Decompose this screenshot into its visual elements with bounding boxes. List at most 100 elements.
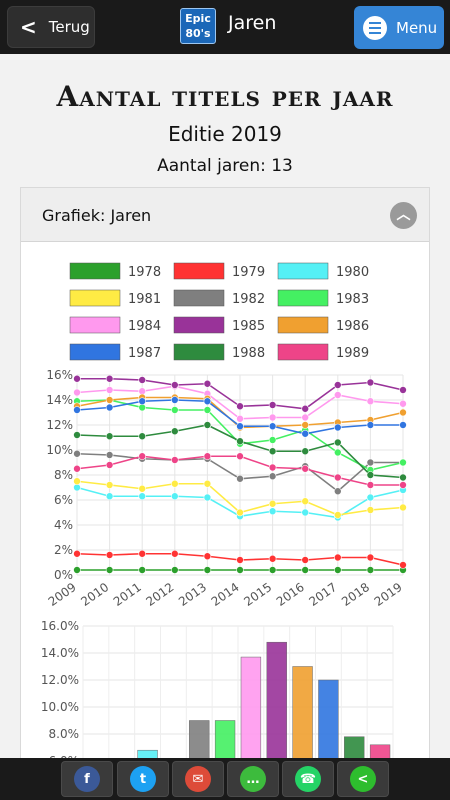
bar-1987 — [318, 679, 339, 767]
legend-label-1980: 1980 — [336, 265, 369, 280]
chevron-up-icon[interactable]: ︿ — [390, 202, 417, 229]
legend-label-1988: 1988 — [232, 346, 265, 361]
legend-swatch-1986 — [277, 316, 329, 334]
line-ytick-label: 16% — [46, 368, 73, 382]
line-point-1978 — [301, 566, 310, 574]
share-twitter-button[interactable]: t — [117, 761, 169, 797]
legend-swatch-1987 — [69, 343, 121, 361]
line-point-1989 — [236, 452, 244, 461]
line-point-1984 — [399, 399, 407, 408]
legend-label-1989: 1989 — [336, 346, 369, 361]
line-ytick-label: 12% — [46, 418, 73, 432]
line-point-1985 — [203, 379, 212, 388]
line-point-1985 — [268, 401, 277, 409]
share-email-button[interactable]: ✉ — [172, 761, 224, 797]
line-point-1986 — [301, 421, 310, 429]
line-point-1981 — [138, 484, 146, 493]
line-point-1979 — [399, 561, 407, 569]
line-point-1988 — [301, 447, 310, 456]
line-point-1982 — [105, 451, 114, 459]
line-point-1985 — [105, 374, 114, 383]
share-share-button[interactable]: < — [337, 761, 389, 797]
sms-icon: … — [240, 766, 266, 792]
line-point-1982 — [268, 472, 277, 481]
line-point-1981 — [73, 477, 81, 486]
line-point-1987 — [366, 421, 375, 429]
line-ytick-label: 8% — [54, 468, 73, 482]
bar-1984 — [240, 656, 262, 767]
line-point-1978 — [333, 566, 342, 574]
legend-swatch-1980 — [277, 262, 329, 280]
line-point-1983 — [203, 406, 212, 414]
line-ytick-label: 0% — [54, 568, 73, 582]
line-point-1987 — [73, 406, 81, 414]
bar-1986 — [292, 666, 313, 767]
line-point-1987 — [399, 421, 407, 429]
line-point-1988 — [73, 431, 81, 439]
line-xtick-label: 2014 — [209, 580, 242, 609]
share-bar: f t ✉ … ☎ < — [0, 758, 450, 800]
back-button[interactable]: < Terug — [7, 6, 95, 48]
line-point-1981 — [301, 497, 310, 506]
line-point-1987 — [105, 403, 114, 412]
line-point-1979 — [73, 549, 81, 558]
legend-label-1979: 1979 — [232, 265, 265, 280]
line-point-1978 — [236, 566, 244, 574]
line-point-1988 — [236, 437, 244, 446]
menu-button-label: Menu — [396, 18, 438, 37]
line-point-1978 — [203, 566, 212, 574]
line-point-1989 — [399, 481, 407, 489]
line-point-1987 — [268, 422, 277, 431]
line-point-1979 — [333, 553, 342, 562]
legend-swatch-1983 — [277, 289, 329, 307]
line-point-1989 — [73, 464, 81, 473]
line-point-1980 — [105, 492, 114, 501]
line-point-1989 — [268, 463, 277, 472]
line-point-1982 — [366, 458, 375, 467]
line-point-1988 — [105, 432, 114, 441]
line-xtick-label: 2012 — [143, 580, 176, 609]
legend-swatch-1982 — [173, 289, 225, 307]
line-point-1984 — [268, 413, 277, 422]
line-point-1988 — [366, 471, 375, 479]
edition-label: Editie 2019 — [168, 122, 282, 146]
line-point-1987 — [333, 423, 342, 432]
legend-label-1983: 1983 — [336, 292, 369, 307]
legend-swatch-1985 — [173, 316, 225, 334]
line-point-1989 — [203, 452, 212, 461]
line-point-1985 — [236, 402, 244, 411]
line-ytick-label: 2% — [54, 543, 73, 557]
line-ytick-label: 4% — [54, 518, 73, 532]
bar-ytick-label: 12.0% — [41, 673, 79, 687]
line-ytick-label: 6% — [54, 493, 73, 507]
panel-header[interactable]: Grafiek: Jaren ︿ — [21, 188, 429, 242]
line-point-1981 — [366, 506, 375, 514]
line-point-1987 — [171, 396, 179, 404]
line-point-1979 — [366, 553, 375, 562]
line-ytick-label: 14% — [46, 393, 73, 407]
bar-ytick-label: 8.0% — [49, 727, 80, 741]
share-facebook-button[interactable]: f — [61, 761, 113, 797]
charts-svg: 1978 1979 1980 1981 1982 1983 1984 1985 1986 1987… — [41, 262, 407, 767]
share-whatsapp-button[interactable]: ☎ — [282, 761, 334, 797]
share-sms-button[interactable]: … — [227, 761, 279, 797]
line-point-1988 — [399, 473, 407, 482]
line-point-1989 — [138, 452, 146, 461]
line-point-1984 — [301, 413, 310, 422]
line-point-1983 — [268, 436, 277, 444]
legend-label-1986: 1986 — [336, 319, 369, 334]
line-xtick-label: 2016 — [274, 580, 307, 609]
line-point-1981 — [333, 511, 342, 519]
bar-ytick-label: 14.0% — [41, 646, 79, 660]
line-point-1980 — [171, 492, 179, 501]
top-bar: < Terug Epic 80's Jaren Menu — [0, 0, 450, 54]
line-point-1987 — [203, 397, 212, 406]
chevron-left-icon: < — [20, 15, 37, 39]
line-point-1978 — [73, 566, 81, 574]
menu-button[interactable]: Menu — [354, 6, 444, 49]
app-logo: Epic 80's — [180, 8, 216, 44]
line-point-1978 — [366, 566, 375, 574]
legend-label-1978: 1978 — [128, 265, 161, 280]
line-point-1979 — [138, 549, 146, 558]
logo-text-top: Epic — [185, 12, 211, 25]
